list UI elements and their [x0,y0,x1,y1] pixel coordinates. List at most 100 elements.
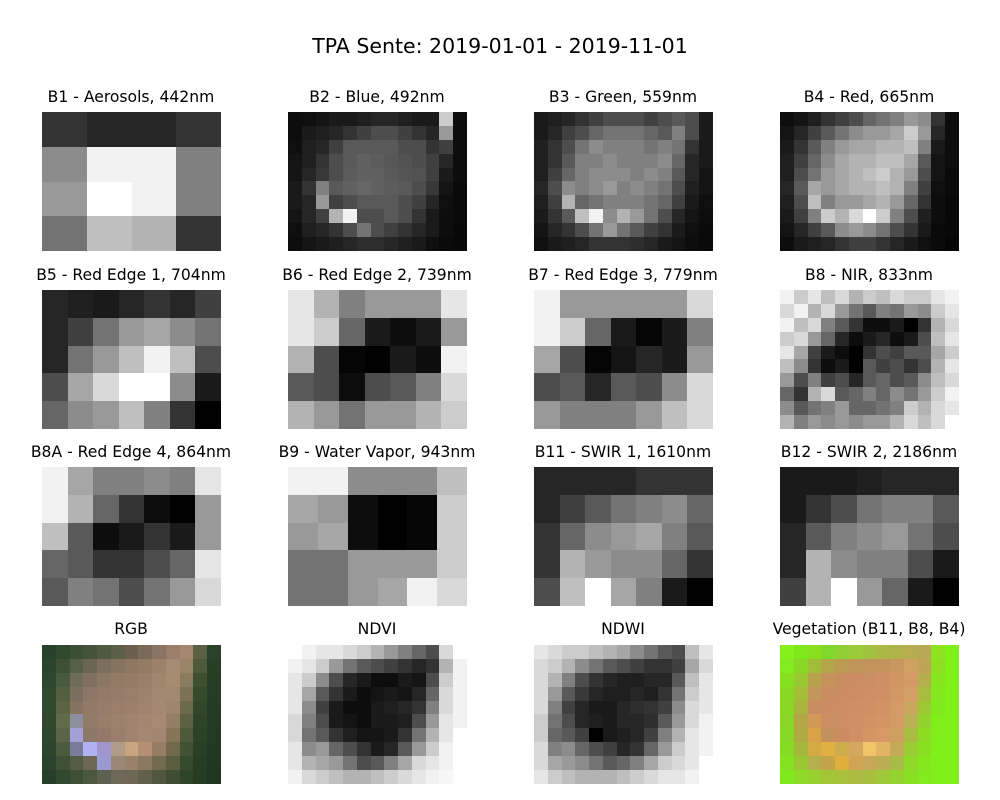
pixel-cell [86,181,132,217]
pixel-cell [848,387,863,402]
pixel-cell [931,686,946,701]
pixel-cell [144,317,170,346]
pixel-cell [152,742,166,757]
pixel-cell [931,290,946,304]
pixel-cell [93,373,119,402]
pixel-cell [931,139,946,154]
pixel-cell [207,742,221,757]
pixel-cell [547,658,562,673]
pixel-cell [124,756,139,771]
pixel-cell [907,494,934,523]
pixel-cell [644,645,658,659]
pixel-cell [602,714,617,729]
pixel-cell [42,290,68,318]
pixel-cell [876,317,891,332]
pixel-cell [636,550,662,579]
pixel-cell [377,550,408,579]
pixel-cell [343,672,357,687]
pixel-cell [780,112,794,126]
pixel-cell [848,112,863,126]
pixel-cell [439,209,454,224]
pixel-cell [370,195,385,210]
pixel-cell [848,742,863,757]
pixel-cell [876,645,891,659]
pixel-cell [903,359,918,374]
pixel-cell [384,742,399,757]
pixel-cell [835,770,849,784]
pixel-cell [315,742,330,757]
pixel-cell [602,700,617,715]
pixel-cell [138,658,153,673]
pixel-cell [610,345,637,374]
pixel-cell [370,209,385,224]
pixel-cell [534,125,548,140]
pixel-cell [439,139,454,154]
pixel-cell [661,290,688,318]
pixel-cell [343,742,357,757]
pixel-cell [315,181,330,196]
pixel-cell [437,550,467,579]
panel-image [42,467,221,606]
pixel-cell [602,112,617,126]
pixel-cell [195,317,221,346]
pixel-cell [193,728,208,743]
pixel-cell [384,645,399,659]
pixel-cell [848,401,863,416]
pixel-cell [671,770,686,784]
pixel-cell [616,645,631,659]
pixel-cell [370,223,385,238]
pixel-cell [384,125,399,140]
pixel-cell [67,522,94,551]
pixel-cell [425,112,440,126]
pixel-cell [193,770,208,784]
pixel-cell [138,686,153,701]
pixel-cell [933,494,959,523]
pixel-cell [370,672,385,687]
pixel-cell [425,209,440,224]
pixel-cell [862,770,877,784]
pixel-cell [288,494,318,523]
pixel-cell [453,195,467,210]
pixel-cell [589,686,603,701]
pixel-cell [821,658,836,673]
pixel-cell [780,728,794,743]
pixel-cell [835,714,849,729]
pixel-cell [630,645,645,659]
pixel-cell [671,195,686,210]
pixel-cell [903,167,918,182]
pixel-cell [343,139,357,154]
pixel-cell [589,742,603,757]
panel-image [288,645,467,784]
pixel-cell [384,728,399,743]
pixel-cell [69,658,84,673]
pixel-cell [370,700,385,715]
pixel-cell [630,714,645,729]
pixel-cell [630,658,645,673]
pixel-cell [835,415,849,429]
pixel-cell [876,303,891,318]
pixel-cell [398,167,412,182]
pixel-cell [848,223,863,238]
pixel-cell [55,658,70,673]
pixel-cell [559,345,586,374]
pixel-cell [69,770,84,784]
pixel-cell [370,756,385,771]
pixel-cell [856,467,883,495]
pixel-cell [534,181,548,196]
pixel-cell [97,756,111,771]
pixel-cell [945,223,959,238]
pixel-cell [561,658,576,673]
pixel-cell [945,359,959,374]
pixel-cell [585,373,611,402]
pixel-cell [821,770,836,784]
pixel-cell [547,223,562,238]
pixel-cell [301,167,316,182]
pixel-cell [124,770,139,784]
pixel-cell [453,672,467,687]
pixel-cell [301,645,316,659]
pixel-cell [97,686,111,701]
pixel-cell [610,494,637,523]
pixel-cell [356,195,371,210]
pixel-cell [657,686,672,701]
pixel-cell [315,714,330,729]
